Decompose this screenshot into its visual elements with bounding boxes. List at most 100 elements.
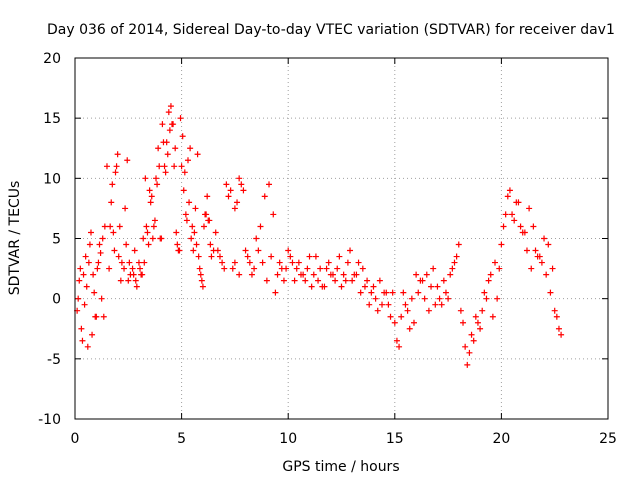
data-point: [94, 265, 101, 272]
data-point: [387, 313, 394, 320]
y-tick-label: 20: [43, 51, 61, 67]
y-tick-label: 5: [52, 232, 61, 248]
x-tick-label: 20: [492, 431, 510, 447]
data-point: [98, 295, 105, 302]
data-point: [188, 235, 195, 242]
data-point: [115, 253, 122, 260]
data-point: [321, 283, 328, 290]
data-point: [385, 301, 392, 308]
data-point: [223, 181, 230, 188]
data-point: [408, 295, 415, 302]
data-point: [425, 307, 432, 314]
data-point: [274, 271, 281, 278]
data-point: [178, 163, 185, 170]
data-point: [440, 277, 447, 284]
data-point: [195, 253, 202, 260]
data-point: [261, 193, 268, 200]
data-point: [184, 157, 191, 164]
data-point: [186, 199, 193, 206]
data-point: [231, 205, 238, 212]
data-point: [137, 265, 144, 272]
data-point: [263, 277, 270, 284]
data-point: [96, 241, 103, 248]
data-point: [135, 259, 142, 266]
data-point: [190, 247, 197, 254]
data-point: [196, 265, 203, 272]
data-point: [103, 163, 110, 170]
data-point: [114, 151, 121, 158]
data-point: [125, 277, 132, 284]
data-point: [306, 253, 313, 260]
data-point: [332, 277, 339, 284]
data-point: [143, 223, 150, 230]
data-point: [410, 319, 417, 326]
data-point: [400, 289, 407, 296]
data-point: [164, 151, 171, 158]
y-tick-label: -10: [38, 412, 61, 428]
data-point: [487, 271, 494, 278]
data-point: [160, 139, 167, 146]
data-point: [197, 271, 204, 278]
data-point: [181, 169, 188, 176]
data-point: [547, 289, 554, 296]
data-point: [84, 343, 91, 350]
data-point: [257, 223, 264, 230]
data-point: [379, 301, 386, 308]
data-point: [203, 211, 210, 218]
data-point: [121, 265, 128, 272]
data-point: [106, 265, 113, 272]
data-point: [194, 151, 201, 158]
data-points: [74, 103, 565, 368]
data-point: [289, 259, 296, 266]
y-tick-label: -5: [47, 352, 61, 368]
data-point: [111, 247, 118, 254]
data-point: [100, 313, 107, 320]
x-axis-label: GPS time / hours: [282, 459, 399, 475]
data-point: [511, 217, 518, 224]
data-point: [175, 247, 182, 254]
data-point: [227, 187, 234, 194]
data-point: [150, 223, 157, 230]
data-point: [325, 259, 332, 266]
data-point: [219, 259, 226, 266]
data-point: [187, 145, 194, 152]
data-point: [162, 169, 169, 176]
data-point: [460, 319, 467, 326]
axis-ticks: 0 5 10 15 20 25 -10 -5 0 5 10 15 20: [38, 51, 617, 447]
data-point: [479, 307, 486, 314]
data-point: [317, 265, 324, 272]
data-point: [541, 235, 548, 242]
data-point: [340, 271, 347, 278]
data-point: [146, 187, 153, 194]
data-point: [370, 283, 377, 290]
data-point: [107, 223, 114, 230]
data-point: [470, 337, 477, 344]
data-point: [270, 211, 277, 218]
data-point: [442, 289, 449, 296]
data-point: [90, 271, 97, 278]
data-point: [315, 277, 322, 284]
data-point: [113, 163, 120, 170]
data-point: [169, 121, 176, 128]
data-point: [173, 229, 180, 236]
data-point: [234, 199, 241, 206]
data-point: [81, 301, 88, 308]
data-point: [359, 265, 366, 272]
plot-frame: [74, 57, 609, 420]
data-point: [149, 235, 156, 242]
data-point: [280, 277, 287, 284]
data-point: [381, 289, 388, 296]
data-point: [101, 223, 108, 230]
data-point: [374, 307, 381, 314]
data-point: [338, 283, 345, 290]
data-point: [144, 229, 151, 236]
data-point: [86, 241, 93, 248]
data-point: [99, 235, 106, 242]
data-point: [251, 265, 258, 272]
data-point: [523, 247, 530, 254]
data-point: [492, 259, 499, 266]
data-point: [406, 325, 413, 332]
data-point: [147, 199, 154, 206]
data-point: [436, 295, 443, 302]
